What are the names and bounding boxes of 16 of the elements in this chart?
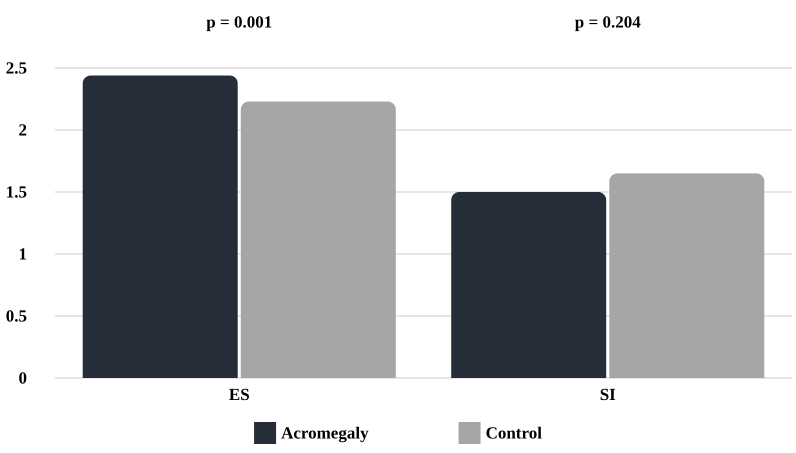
y-tick-label: 0.5: [6, 306, 27, 326]
y-tick-label: 2: [18, 120, 27, 140]
x-tick-label: SI: [600, 385, 616, 404]
y-tick-label: 1.5: [6, 182, 27, 202]
y-tick-label: 1: [18, 244, 27, 264]
legend-label: Control: [486, 424, 542, 442]
bar: [609, 173, 764, 378]
text: p = 0.204: [574, 12, 642, 32]
bar: [240, 101, 396, 378]
x-tick-label: ES: [228, 385, 250, 404]
bar: [451, 192, 606, 378]
legend-label: Acromegaly: [281, 424, 370, 442]
bar: [82, 75, 238, 378]
text: p = 0.001: [206, 12, 272, 32]
y-tick-label: 2.5: [6, 58, 27, 78]
y-tick-label: 0: [18, 368, 27, 388]
